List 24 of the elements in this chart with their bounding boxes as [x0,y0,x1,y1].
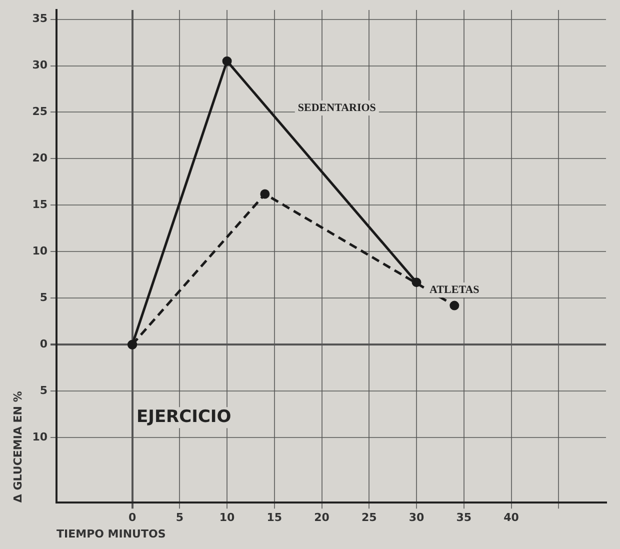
x-tick-label: 0 [128,511,136,524]
x-tick-label: 10 [219,511,236,524]
y-tick-label: 5 [40,290,48,304]
y-tick-label: 20 [32,152,48,165]
series-label: SEDENTARIOS [298,102,376,114]
y-tick-label: 15 [32,198,48,212]
x-tick-label: 35 [456,511,472,524]
y-tick-label: 5 [40,384,48,397]
x-tick-label: 25 [361,511,377,524]
y-tick-label: 35 [32,12,48,26]
y-tick-label: 30 [32,58,48,72]
series-label: ATLETAS [430,284,480,296]
y-tick-label: 0 [40,337,48,350]
y-tick-label: 10 [32,244,48,258]
x-tick-label: 40 [504,511,520,524]
y-axis-title: Δ GLUCEMIA EN % [11,391,24,503]
y-tick-label: 25 [32,105,48,118]
x-tick-label: 20 [314,511,330,524]
x-tick-label: 15 [266,511,282,524]
y-tick-label: 10 [32,430,48,444]
x-axis-title: TIEMPO MINUTOS [56,527,166,540]
x-tick-label: 30 [408,511,425,524]
annotation: EJERCICIO [136,407,232,428]
x-tick-label: 5 [176,511,184,524]
